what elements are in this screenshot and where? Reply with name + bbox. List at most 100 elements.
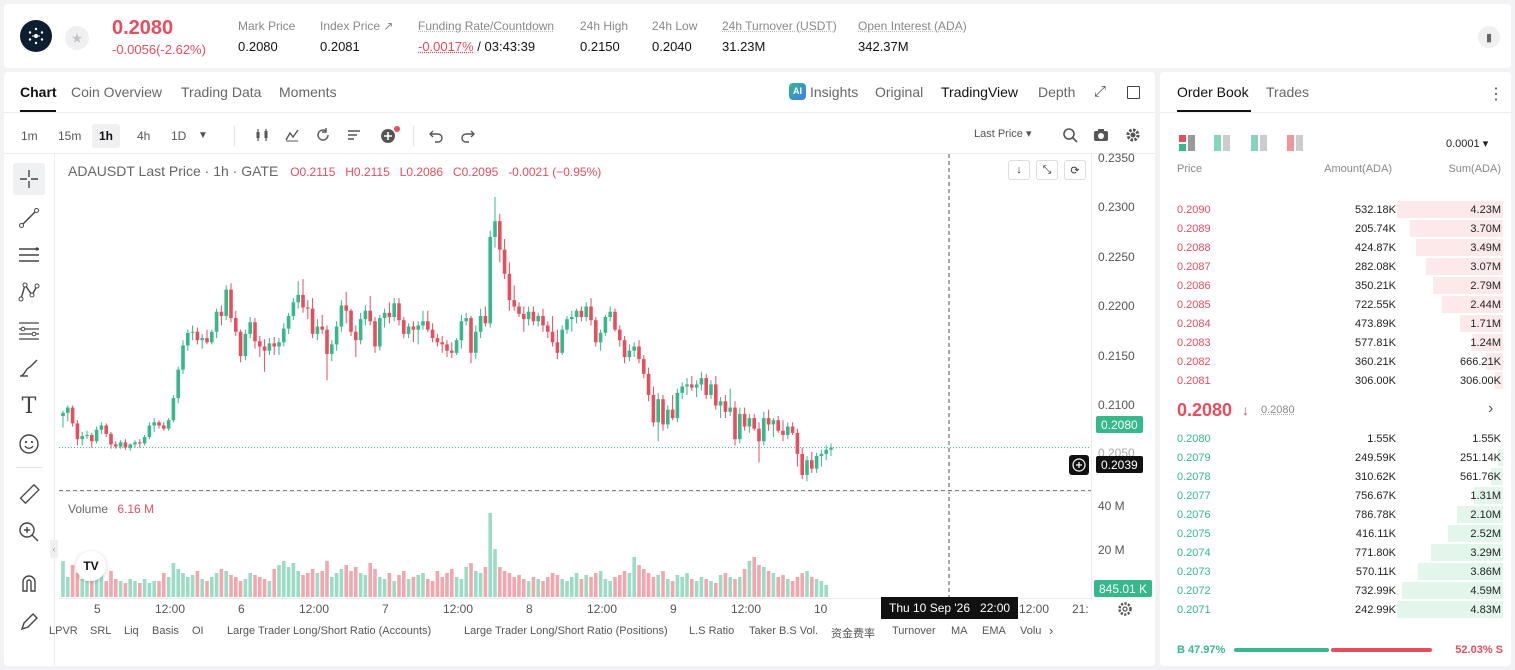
refresh-icon[interactable]: ⟳ xyxy=(1064,160,1086,180)
insights-button[interactable]: Insights xyxy=(810,84,859,100)
tab-trading-data[interactable]: Trading Data xyxy=(181,84,262,100)
tradingview-logo-icon[interactable]: TV xyxy=(76,551,106,581)
collapse-toolbar-icon[interactable]: ‹ xyxy=(50,540,58,558)
book-icon[interactable]: ▮ xyxy=(1478,26,1500,48)
bid-row[interactable]: 0.2071 242.99K 4.83M xyxy=(1160,600,1511,619)
settings-gear-icon[interactable] xyxy=(1125,127,1141,143)
chevron-down-icon[interactable]: ▼ xyxy=(198,130,208,141)
candle-body xyxy=(637,346,641,360)
pattern-tool-icon[interactable] xyxy=(13,276,45,308)
candle-body xyxy=(579,310,584,318)
volume-bar xyxy=(574,573,579,597)
indicator-turnover[interactable]: Turnover xyxy=(892,625,936,637)
book-view-bids-green-icon[interactable] xyxy=(1251,135,1267,151)
tab-order-book[interactable]: Order Book xyxy=(1177,84,1249,100)
indicator-taker-vol[interactable]: Taker B.S Vol. xyxy=(749,625,819,637)
bid-row[interactable]: 0.2072 732.99K 4.59M xyxy=(1160,581,1511,600)
chart-settings-icon[interactable] xyxy=(1117,601,1133,617)
favorite-star-icon[interactable]: ★ xyxy=(65,26,89,50)
view-depth[interactable]: Depth xyxy=(1038,84,1076,100)
tab-moments[interactable]: Moments xyxy=(279,84,337,100)
timeframe-1d[interactable]: 1D xyxy=(171,129,187,143)
bid-row[interactable]: 0.2077 756.67K 1.31M xyxy=(1160,486,1511,505)
indicator-lpvr[interactable]: LPVR xyxy=(49,625,78,637)
stat-index-price[interactable]: Index Price ↗ 0.2081 xyxy=(320,19,393,54)
ask-row[interactable]: 0.2085 722.55K 2.44M xyxy=(1160,295,1511,314)
emoji-tool-icon[interactable] xyxy=(13,428,45,460)
precision-select[interactable]: 0.0001 ▾ xyxy=(1446,138,1489,150)
crosshair-tool-icon[interactable] xyxy=(13,163,45,195)
ask-row[interactable]: 0.2089 205.74K 3.70M xyxy=(1160,219,1511,238)
fullscreen-icon[interactable] xyxy=(1127,86,1140,99)
price-type-select[interactable]: Last Price ▾ xyxy=(974,128,1032,140)
ask-row[interactable]: 0.2084 473.89K 1.71M xyxy=(1160,314,1511,333)
indicator-oi[interactable]: OI xyxy=(192,625,204,637)
view-tradingview[interactable]: TradingView xyxy=(941,84,1019,100)
indicator-ls-ratio[interactable]: L.S Ratio xyxy=(689,625,735,637)
stat-24h-high: 24h High 0.2150 xyxy=(580,19,628,54)
magnet-tool-icon[interactable] xyxy=(13,568,45,600)
chevron-right-icon[interactable]: › xyxy=(1049,623,1054,638)
book-view-bids-icon[interactable] xyxy=(1214,135,1230,151)
ask-row[interactable]: 0.2088 424.87K 3.49M xyxy=(1160,238,1511,257)
collapse-icon[interactable]: ⤡ xyxy=(1036,160,1058,180)
bid-row[interactable]: 0.2073 570.11K 3.86M xyxy=(1160,562,1511,581)
scroll-down-icon[interactable]: ↓ xyxy=(1008,160,1030,180)
indicators-icon[interactable] xyxy=(284,127,300,143)
brush-tool-icon[interactable] xyxy=(13,352,45,384)
bid-row[interactable]: 0.2078 310.62K 561.76K xyxy=(1160,467,1511,486)
timeframe-4h[interactable]: 4h xyxy=(137,129,151,143)
add-order-icon[interactable] xyxy=(1069,455,1089,475)
timeframe-1h[interactable]: 1h xyxy=(92,124,121,148)
ruler-tool-icon[interactable] xyxy=(13,478,45,510)
text-tool-icon[interactable]: T xyxy=(21,393,37,419)
templates-icon[interactable] xyxy=(346,127,362,143)
timeframe-15m[interactable]: 15m xyxy=(58,129,82,143)
replay-icon[interactable] xyxy=(315,127,331,143)
tab-coin-overview[interactable]: Coin Overview xyxy=(71,84,163,100)
bid-row[interactable]: 0.2076 786.78K 2.10M xyxy=(1160,505,1511,524)
indicator-basis[interactable]: Basis xyxy=(152,625,179,637)
add-alert-icon[interactable] xyxy=(379,125,401,145)
undo-icon[interactable] xyxy=(428,127,444,143)
more-options-icon[interactable]: ⋮ xyxy=(1488,86,1504,103)
bid-row[interactable]: 0.2075 416.11K 2.52M xyxy=(1160,524,1511,543)
indicator-ma[interactable]: MA xyxy=(951,625,968,637)
redo-icon[interactable] xyxy=(460,127,476,143)
candle-type-icon[interactable] xyxy=(254,127,270,143)
zoom-in-tool-icon[interactable] xyxy=(13,516,45,548)
ask-row[interactable]: 0.2087 282.08K 3.07M xyxy=(1160,257,1511,276)
pencil-tool-icon[interactable] xyxy=(13,606,45,638)
bid-row[interactable]: 0.2079 249.59K 251.14K xyxy=(1160,448,1511,467)
fib-tool-icon[interactable] xyxy=(13,314,45,346)
trend-line-tool-icon[interactable] xyxy=(13,202,45,234)
bid-row[interactable]: 0.2080 1.55K 1.55K xyxy=(1160,429,1511,448)
bid-row[interactable]: 0.2074 771.80K 3.29M xyxy=(1160,543,1511,562)
ask-row[interactable]: 0.2090 532.18K 4.23M xyxy=(1160,200,1511,219)
view-original[interactable]: Original xyxy=(875,84,924,100)
row-sum: 3.49M xyxy=(1470,242,1501,254)
indicator-liq[interactable]: Liq xyxy=(124,625,139,637)
timeframe-1m[interactable]: 1m xyxy=(21,129,38,143)
indicator-funding-rate[interactable]: 资金费率 xyxy=(831,628,875,640)
indicator-volume[interactable]: Volu xyxy=(1020,625,1042,637)
volume-bar xyxy=(358,573,363,597)
horizontal-lines-tool-icon[interactable] xyxy=(13,239,45,271)
book-view-asks-icon[interactable] xyxy=(1287,135,1303,151)
indicator-ls-positions[interactable]: Large Trader Long/Short Ratio (Positions… xyxy=(464,625,668,637)
ask-row[interactable]: 0.2083 577.81K 1.24M xyxy=(1160,333,1511,352)
expand-icon[interactable]: ⤢ xyxy=(1094,83,1107,100)
indicator-ema[interactable]: EMA xyxy=(982,625,1006,637)
ask-row[interactable]: 0.2086 350.21K 2.79M xyxy=(1160,276,1511,295)
book-view-both-icon[interactable] xyxy=(1179,135,1195,151)
tab-chart[interactable]: Chart xyxy=(20,84,57,100)
indicator-ls-accounts[interactable]: Large Trader Long/Short Ratio (Accounts) xyxy=(227,625,432,637)
tab-trades[interactable]: Trades xyxy=(1266,84,1310,100)
camera-icon[interactable] xyxy=(1093,127,1109,143)
indicator-srl[interactable]: SRL xyxy=(90,625,112,637)
ask-row[interactable]: 0.2081 306.00K 306.00K xyxy=(1160,371,1511,390)
ask-row[interactable]: 0.2082 360.21K 666.21K xyxy=(1160,352,1511,371)
chevron-right-icon[interactable]: › xyxy=(1488,400,1494,417)
price-chart[interactable] xyxy=(59,154,1091,599)
search-icon[interactable] xyxy=(1062,127,1078,143)
